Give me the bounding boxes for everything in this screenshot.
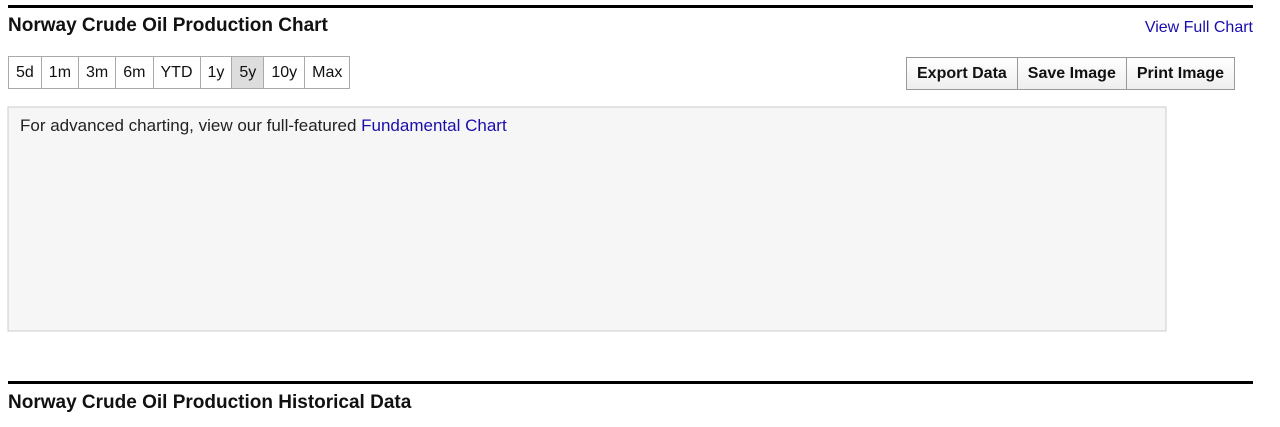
range-button[interactable]: 6m	[116, 57, 154, 88]
range-button[interactable]: 10y	[264, 57, 306, 88]
top-rule	[8, 5, 1253, 8]
plot-background	[7, 106, 1167, 332]
range-button[interactable]: 1y	[201, 57, 233, 88]
section-rule	[8, 381, 1253, 384]
section-title: Norway Crude Oil Production Historical D…	[8, 392, 412, 413]
chart-note: For advanced charting, view our full-fea…	[20, 116, 507, 136]
chart-title: Norway Crude Oil Production Chart	[8, 15, 328, 36]
action-button[interactable]: Export Data	[907, 58, 1018, 89]
fundamental-chart-link[interactable]: Fundamental Chart	[361, 116, 507, 135]
range-button[interactable]: 5d	[9, 57, 42, 88]
note-text: For advanced charting, view our full-fea…	[20, 116, 357, 135]
action-button[interactable]: Save Image	[1017, 58, 1127, 89]
range-button[interactable]: 3m	[79, 57, 117, 88]
action-buttons: Export Data Save Image Print Image	[906, 57, 1235, 90]
range-button[interactable]: YTD	[154, 57, 201, 88]
range-button[interactable]: 1m	[42, 57, 80, 88]
action-button[interactable]: Print Image	[1126, 58, 1234, 89]
range-button[interactable]: 5y	[232, 57, 265, 88]
view-full-chart-link[interactable]: View Full Chart	[1144, 19, 1253, 36]
range-button[interactable]: Max	[312, 64, 343, 81]
range-selector: 5d 1m 3m 6m YTD 1y 5y 10y Max	[8, 56, 351, 89]
